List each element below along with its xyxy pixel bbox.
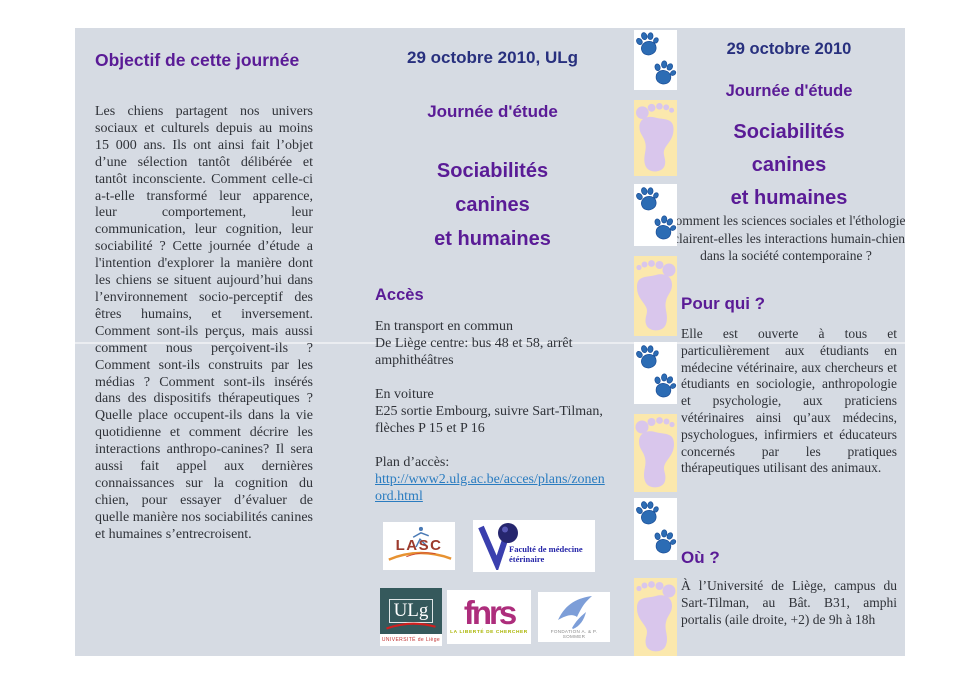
sommer-foundation-text: FONDATION A. & P. SOMMER (550, 629, 598, 639)
event-date-right: 29 octobre 2010 (726, 40, 852, 58)
car-detail: E25 sortie Embourg, suivre Sart-Tilman, … (375, 404, 603, 436)
event-title-right: Sociabilités canines et humaines (681, 116, 897, 215)
access-car: En voiture E25 sortie Embourg, suivre Sa… (375, 386, 610, 437)
veterinary-v-icon (478, 523, 518, 570)
title-line-2: canines (455, 194, 530, 216)
fmv-line2: étérinaire (509, 554, 545, 564)
fnrs-logo-tagline: LA LIBERTÉ DE CHERCHER (450, 630, 528, 636)
veterinary-faculty-text: Faculté de médecine étérinaire (509, 544, 595, 564)
footprint-icon (634, 100, 677, 176)
event-type-right: Journée d'étude (725, 82, 853, 100)
ulg-swoosh-icon (386, 622, 436, 630)
objective-body: Les chiens partagent nos univers sociaux… (95, 104, 313, 542)
access-transport: En transport en commun De Liège centre: … (375, 318, 610, 369)
objective-heading: Objectif de cette journée (95, 50, 300, 70)
ulg-logo-text: ULg (388, 599, 434, 623)
event-type-middle: Journée d'étude (427, 102, 558, 121)
audience-heading: Pour qui ? (681, 294, 766, 313)
lasc-logo-text: LASC (395, 537, 443, 554)
location-heading: Où ? (681, 548, 720, 567)
fnrs-logo-text: fnrs (463, 593, 517, 631)
paw-prints-icon (634, 342, 677, 404)
title-line-3: et humaines (434, 228, 551, 250)
footprint-icon (634, 578, 677, 656)
title-line-3: et humaines (730, 187, 848, 209)
event-date-middle: 29 octobre 2010, ULg (406, 48, 578, 67)
fnrs-logo: fnrs LA LIBERTÉ DE CHERCHER (447, 590, 531, 644)
transport-heading: En transport en commun (375, 319, 514, 334)
veterinary-faculty-logo: Faculté de médecine étérinaire (473, 520, 595, 572)
lasc-logo: LASC (383, 522, 455, 570)
access-heading: Accès (375, 286, 424, 304)
audience-body: Elle est ouverte à tous et particulièrem… (681, 326, 897, 476)
ulg-logo-subtext: UNIVERSITÉ de Liège (380, 634, 442, 646)
title-line-1: Sociabilités (733, 121, 845, 143)
ulg-logo-mark: ULg (380, 588, 442, 634)
brochure-panel: Objectif de cette journée Les chiens par… (75, 28, 906, 656)
fmv-line1: Faculté de médecine (509, 544, 583, 554)
access-map-link[interactable]: http://www2.ulg.ac.be/acces/plans/zoneno… (375, 472, 605, 504)
event-title-middle: Sociabilités canines et humaines (375, 154, 610, 256)
paw-prints-icon (634, 30, 677, 90)
bird-icon (558, 596, 592, 629)
title-line-2: canines (751, 154, 827, 176)
transport-detail: De Liège centre: bus 48 et 58, arrêt amp… (375, 336, 573, 368)
location-body: À l’Université de Liège, campus du Sart-… (681, 578, 897, 627)
car-heading: En voiture (375, 387, 434, 402)
plan-label: Plan d’accès: (375, 455, 450, 470)
paw-prints-icon (634, 184, 677, 246)
access-plan: Plan d’accès: http://www2.ulg.ac.be/acce… (375, 454, 610, 505)
lasc-figure-icon (388, 526, 452, 561)
theme-question: Comment les sciences sociales et l'éthol… (666, 213, 906, 263)
title-line-1: Sociabilités (436, 160, 549, 182)
ulg-logo: ULg UNIVERSITÉ de Liège (380, 588, 442, 646)
fold-crease (75, 342, 905, 344)
footprint-icon (634, 414, 677, 492)
footprint-icon (634, 256, 677, 336)
sommer-foundation-logo: FONDATION A. & P. SOMMER (538, 592, 610, 642)
paw-prints-icon (634, 498, 677, 560)
